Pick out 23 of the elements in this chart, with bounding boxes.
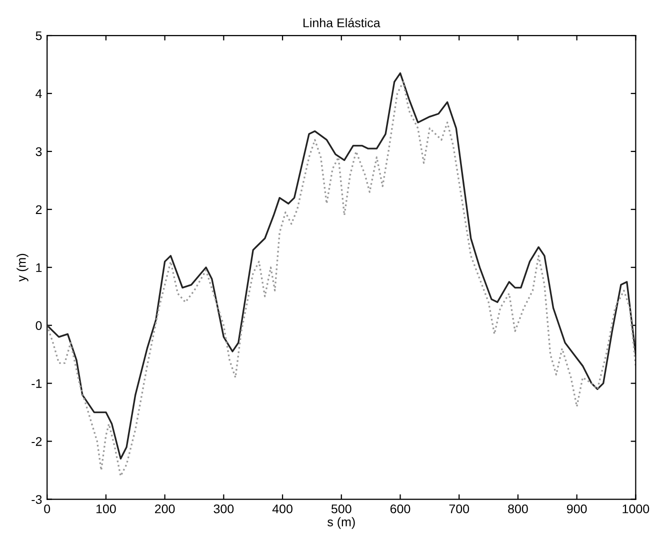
x-tick-label: 700 bbox=[449, 504, 470, 514]
y-tick-label: 1 bbox=[36, 263, 42, 272]
y-tick-label: 0 bbox=[36, 321, 42, 330]
x-axis-title: s (m) bbox=[328, 517, 355, 529]
x-tick-label: 200 bbox=[155, 504, 175, 514]
y-axis-title: y (m) bbox=[16, 254, 28, 282]
y-tick-label: 4 bbox=[36, 89, 42, 98]
x-tick-label: 300 bbox=[214, 504, 234, 514]
x-tick-label: 1000 bbox=[622, 504, 650, 514]
x-tick-label: 0 bbox=[44, 504, 50, 514]
y-tick-label: -3 bbox=[32, 495, 42, 504]
x-tick-label: 600 bbox=[390, 504, 410, 514]
y-tick-label: 2 bbox=[36, 205, 42, 214]
x-tick-label: 100 bbox=[96, 504, 116, 514]
x-tick-label: 800 bbox=[508, 504, 528, 514]
y-tick-label: 3 bbox=[36, 147, 42, 156]
y-tick-label: -1 bbox=[32, 379, 42, 388]
y-tick-label: -2 bbox=[32, 437, 42, 446]
x-tick-label: 900 bbox=[566, 504, 587, 514]
x-tick-label: 500 bbox=[331, 504, 352, 514]
chart-title: Linha Elástica bbox=[304, 18, 380, 28]
x-tick-label: 400 bbox=[272, 504, 292, 514]
y-tick-label: 5 bbox=[36, 31, 42, 40]
